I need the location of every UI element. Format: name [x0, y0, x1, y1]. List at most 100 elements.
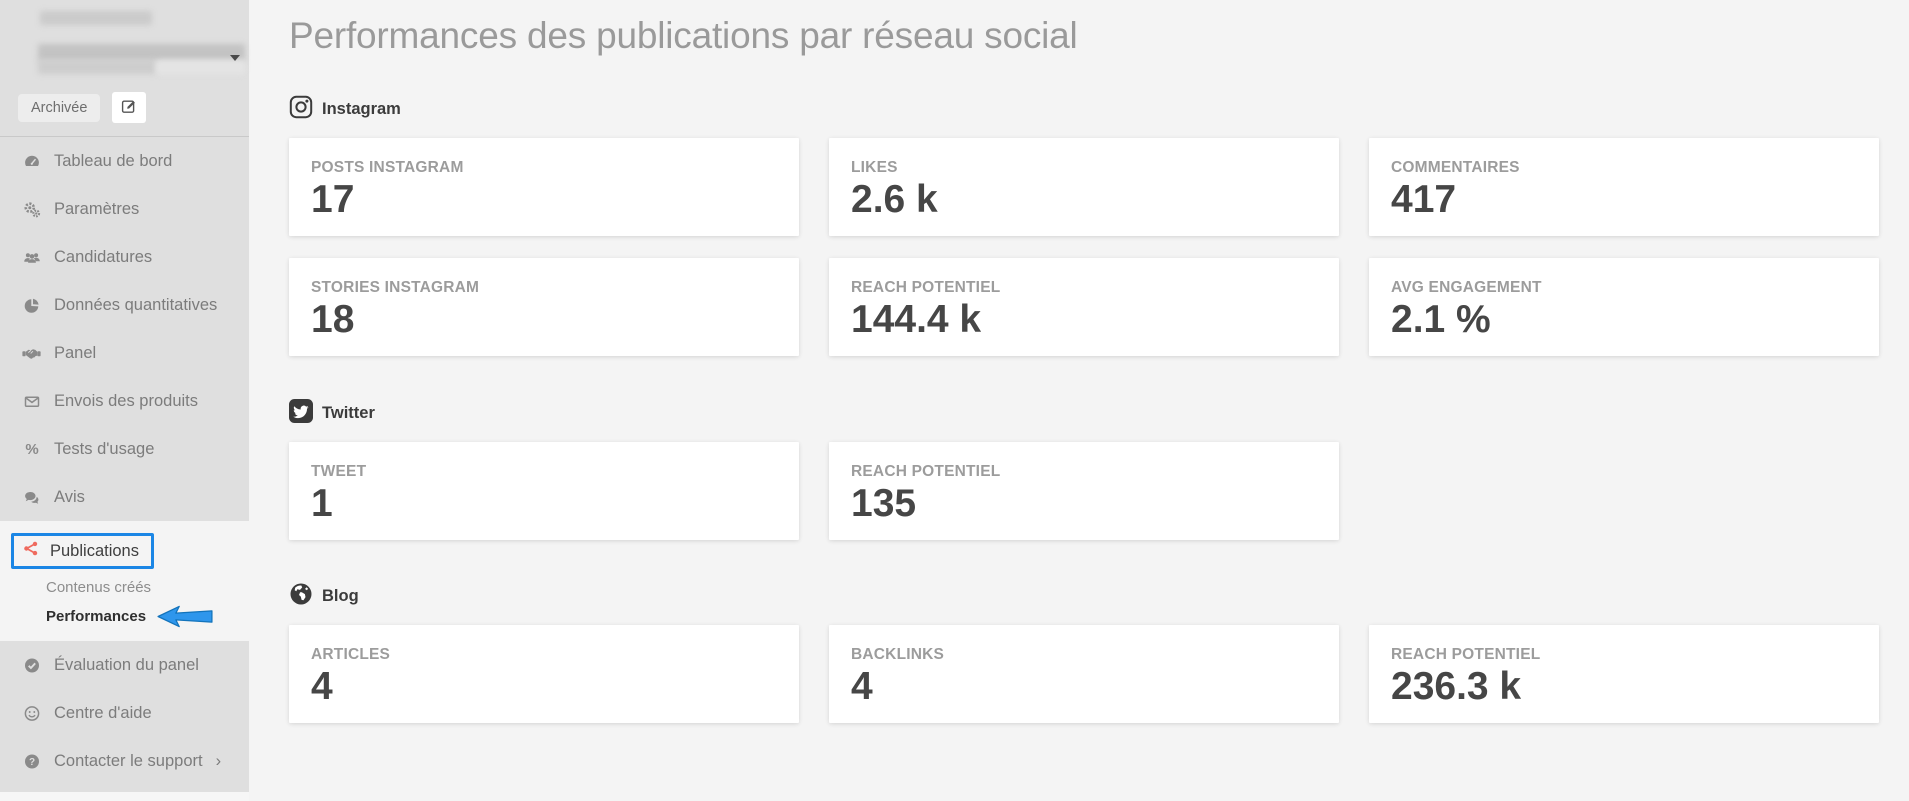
section-twitter: Twitter TWEET 1 REACH POTENTIEL 135 — [289, 398, 1879, 541]
pencil-square-icon — [121, 98, 137, 117]
stat-label: REACH POTENTIEL — [1391, 646, 1541, 664]
section-title: Blog — [322, 586, 359, 605]
stat-label: BACKLINKS — [851, 646, 945, 664]
instagram-icon — [289, 95, 313, 124]
gears-icon — [22, 201, 41, 218]
stat-card-posts-instagram: POSTS INSTAGRAM 17 — [289, 138, 799, 237]
envelope-icon — [22, 393, 41, 410]
sidebar-item-parametres[interactable]: Paramètres — [0, 185, 249, 233]
sidebar-item-donnees-quantitatives[interactable]: Données quantitatives — [0, 281, 249, 329]
sidebar-item-publications[interactable]: Publications — [11, 533, 154, 569]
stat-value: 135 — [851, 482, 917, 526]
globe-icon — [289, 582, 313, 611]
stat-card-stories-instagram: STORIES INSTAGRAM 18 — [289, 258, 799, 357]
sidebar-item-label: Tableau de bord — [54, 151, 173, 170]
sidebar-menu: Tableau de bord Paramètres — [0, 137, 249, 785]
stat-card-tweet: TWEET 1 — [289, 442, 799, 541]
blurred-account-name-2 — [38, 60, 156, 74]
blue-arrow-annotation-icon — [156, 604, 214, 629]
sidebar-item-tests-usage[interactable]: % Tests d'usage — [0, 425, 249, 473]
sidebar-item-tableau-de-bord[interactable]: Tableau de bord — [0, 137, 249, 185]
stat-label: POSTS INSTAGRAM — [311, 159, 464, 177]
stat-value: 1 — [311, 482, 333, 526]
edit-button[interactable] — [112, 92, 147, 123]
check-circle-icon — [22, 657, 41, 674]
twitter-icon — [289, 398, 313, 428]
blurred-account-name-3 — [156, 60, 245, 74]
sidebar-item-label: Paramètres — [54, 199, 140, 218]
share-icon — [22, 540, 40, 562]
sidebar-item-panel[interactable]: Panel — [0, 329, 249, 377]
stat-card-likes: LIKES 2.6 k — [829, 138, 1339, 237]
stat-card-commentaires: COMMENTAIRES 417 — [1369, 138, 1879, 237]
sidebar-item-envois-des-produits[interactable]: Envois des produits — [0, 377, 249, 425]
sidebar: Archivée — [0, 0, 249, 801]
sidebar-item-candidatures[interactable]: Candidatures — [0, 233, 249, 281]
handshake-icon — [22, 345, 41, 362]
sidebar-subitem-label: Contenus créés — [46, 578, 152, 596]
svg-text:?: ? — [28, 757, 34, 768]
stat-label: TWEET — [311, 463, 367, 481]
status-badge: Archivée — [18, 93, 101, 122]
sidebar-subitem-performances[interactable]: Performances — [0, 601, 249, 631]
stat-card-articles: ARTICLES 4 — [289, 625, 799, 724]
stat-label: COMMENTAIRES — [1391, 159, 1520, 177]
publications-active-section: Publications Contenus créés Performances — [0, 521, 249, 641]
users-icon — [22, 249, 41, 266]
question-circle-icon: ? — [22, 753, 41, 770]
sidebar-item-evaluation-du-panel[interactable]: Évaluation du panel — [0, 641, 249, 689]
stat-value: 4 — [851, 665, 873, 709]
section-title: Instagram — [322, 99, 401, 118]
sidebar-subitem-label: Performances — [46, 607, 147, 625]
sidebar-item-label: Données quantitatives — [54, 295, 218, 314]
stat-value: 417 — [1391, 178, 1457, 222]
stat-value: 17 — [311, 178, 355, 222]
stat-value: 4 — [311, 665, 333, 709]
sidebar-item-label: Contacter le support — [54, 751, 203, 770]
sidebar-item-label: Évaluation du panel — [54, 655, 199, 674]
blurred-account-name — [38, 44, 245, 61]
section-title: Twitter — [322, 403, 375, 422]
comments-icon — [22, 489, 41, 506]
sidebar-item-label: Centre d'aide — [54, 703, 152, 722]
stat-card-reach-potentiel-instagram: REACH POTENTIEL 144.4 k — [829, 258, 1339, 357]
stat-label: REACH POTENTIEL — [851, 463, 1001, 481]
stat-label: LIKES — [851, 159, 898, 177]
stat-card-avg-engagement: AVG ENGAGEMENT 2.1 % — [1369, 258, 1879, 357]
support-chevron: › — [215, 751, 222, 770]
section-blog: Blog ARTICLES 4 BACKLINKS 4 REACH POTENT… — [289, 582, 1879, 724]
section-instagram: Instagram POSTS INSTAGRAM 17 LIKES 2.6 k… — [289, 95, 1879, 357]
stat-label: AVG ENGAGEMENT — [1391, 279, 1542, 297]
dashboard-icon — [22, 153, 41, 170]
blurred-account-line — [40, 11, 152, 25]
sidebar-item-label: Envois des produits — [54, 391, 198, 410]
sidebar-item-label: Panel — [54, 343, 97, 362]
sidebar-item-label: Candidatures — [54, 247, 153, 266]
page-title: Performances des publications par réseau… — [289, 15, 1078, 56]
stat-value: 236.3 k — [1391, 665, 1522, 709]
stat-value: 144.4 k — [851, 298, 982, 342]
stat-value: 18 — [311, 298, 355, 342]
account-dropdown-caret-icon[interactable] — [230, 55, 240, 61]
stat-value: 2.1 % — [1391, 298, 1491, 342]
sidebar-item-label: Tests d'usage — [54, 439, 155, 458]
sidebar-item-label: Publications — [50, 541, 139, 560]
stat-value: 2.6 k — [851, 178, 938, 222]
sidebar-item-avis[interactable]: Avis — [0, 473, 249, 521]
pie-chart-icon — [22, 297, 41, 314]
account-header: Archivée — [0, 0, 249, 137]
stat-label: REACH POTENTIEL — [851, 279, 1001, 297]
stat-card-reach-potentiel-blog: REACH POTENTIEL 236.3 k — [1369, 625, 1879, 724]
sidebar-item-label: Avis — [54, 487, 85, 506]
smiley-icon — [22, 705, 41, 722]
sidebar-item-contacter-support[interactable]: ? Contacter le support › — [0, 737, 249, 785]
stat-card-reach-potentiel-twitter: REACH POTENTIEL 135 — [829, 442, 1339, 541]
stat-label: STORIES INSTAGRAM — [311, 279, 480, 297]
svg-text:%: % — [25, 441, 38, 458]
stat-label: ARTICLES — [311, 646, 391, 664]
main-content: Performances des publications par réseau… — [249, 0, 1909, 801]
sidebar-subitem-contenus-crees[interactable]: Contenus créés — [0, 573, 249, 601]
sidebar-item-centre-aide[interactable]: Centre d'aide — [0, 689, 249, 737]
percent-icon: % — [22, 441, 41, 458]
